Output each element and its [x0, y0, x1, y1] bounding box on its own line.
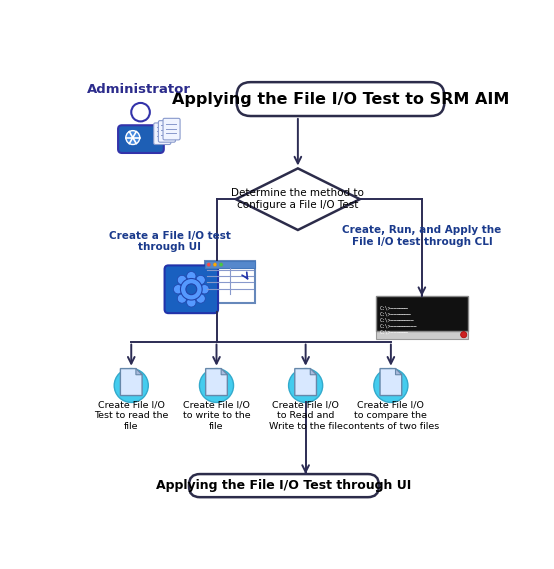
FancyBboxPatch shape: [376, 296, 468, 331]
Text: Applying the File I/O Test to SRM AIM: Applying the File I/O Test to SRM AIM: [172, 92, 509, 106]
Text: C:\>────────: C:\>────────: [379, 318, 414, 323]
FancyBboxPatch shape: [205, 261, 255, 269]
Circle shape: [213, 263, 217, 266]
Circle shape: [219, 263, 223, 266]
Text: Applying the File I/O Test through UI: Applying the File I/O Test through UI: [156, 479, 412, 492]
FancyBboxPatch shape: [153, 123, 171, 145]
Text: C:\>───────: C:\>───────: [379, 311, 411, 316]
Polygon shape: [221, 369, 227, 375]
FancyBboxPatch shape: [189, 474, 379, 497]
Polygon shape: [206, 369, 227, 395]
Circle shape: [187, 271, 196, 281]
Text: C:\>──────: C:\>──────: [379, 305, 408, 310]
Text: Create, Run, and Apply the
File I/O test through CLI: Create, Run, and Apply the File I/O test…: [342, 225, 501, 247]
FancyBboxPatch shape: [165, 265, 218, 313]
Text: Administrator: Administrator: [87, 83, 191, 96]
Text: Create File I/O
to Read and
Write to the file: Create File I/O to Read and Write to the…: [269, 401, 342, 431]
Text: Create File I/O
to compare the
contents of two files: Create File I/O to compare the contents …: [343, 401, 439, 431]
Circle shape: [131, 103, 150, 121]
Text: Create File I/O
Test to read the
file: Create File I/O Test to read the file: [94, 401, 168, 431]
FancyBboxPatch shape: [237, 82, 444, 116]
FancyBboxPatch shape: [118, 125, 164, 153]
Polygon shape: [396, 369, 402, 375]
Text: Determine the method to
configure a File I/O Test: Determine the method to configure a File…: [232, 188, 365, 210]
Polygon shape: [295, 369, 316, 395]
Polygon shape: [310, 369, 316, 375]
Text: Create a File I/O test
through UI: Create a File I/O test through UI: [109, 231, 231, 252]
Circle shape: [196, 294, 206, 303]
Polygon shape: [120, 369, 142, 395]
Circle shape: [460, 332, 467, 338]
Circle shape: [181, 278, 202, 300]
Circle shape: [374, 369, 408, 402]
Circle shape: [199, 369, 234, 402]
Circle shape: [177, 294, 187, 303]
Circle shape: [114, 369, 148, 402]
Circle shape: [126, 131, 140, 145]
Polygon shape: [236, 168, 360, 230]
Text: Create File I/O
to write to the
file: Create File I/O to write to the file: [183, 401, 250, 431]
Circle shape: [187, 298, 196, 307]
FancyBboxPatch shape: [376, 331, 468, 339]
Circle shape: [173, 284, 183, 294]
Circle shape: [200, 284, 209, 294]
Text: C:\>──────: C:\>──────: [379, 330, 408, 335]
FancyBboxPatch shape: [158, 121, 176, 142]
Circle shape: [289, 369, 322, 402]
FancyBboxPatch shape: [205, 261, 255, 303]
Circle shape: [186, 284, 197, 295]
Text: C:\>─────────: C:\>─────────: [379, 324, 417, 329]
Circle shape: [196, 275, 206, 284]
Polygon shape: [136, 369, 142, 375]
Polygon shape: [380, 369, 402, 395]
Circle shape: [177, 275, 187, 284]
FancyBboxPatch shape: [163, 118, 180, 140]
Circle shape: [207, 263, 211, 266]
